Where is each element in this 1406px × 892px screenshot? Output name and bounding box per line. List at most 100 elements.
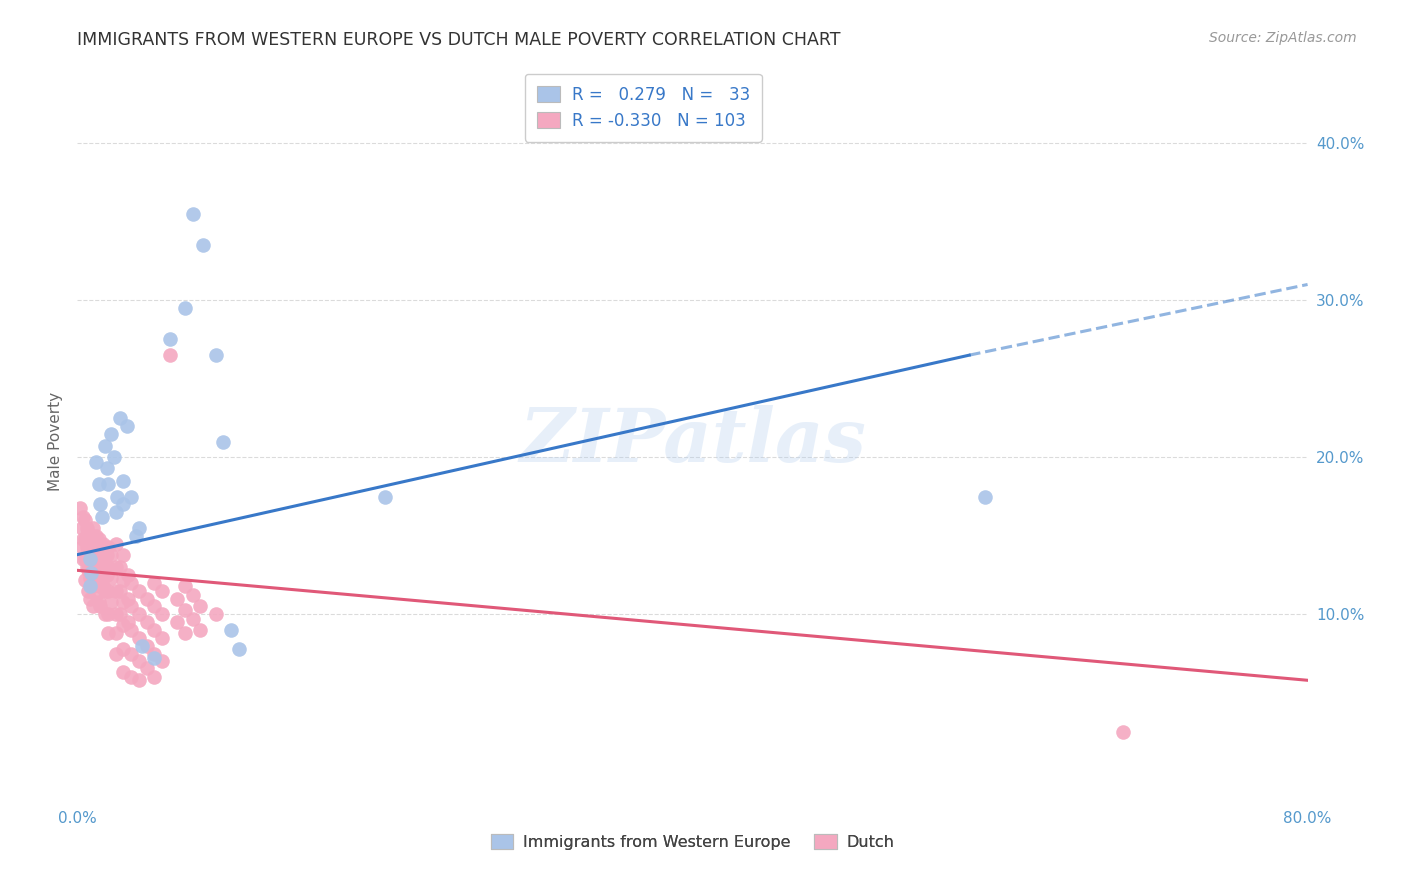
Point	[76, 560, 98, 574]
Point	[228, 641, 250, 656]
Point	[117, 615, 139, 630]
Point	[174, 301, 197, 315]
Point	[374, 490, 396, 504]
Point	[100, 571, 122, 585]
Point	[84, 568, 107, 582]
Point	[143, 599, 166, 614]
Point	[73, 573, 96, 587]
Point	[94, 565, 117, 579]
Point	[93, 579, 115, 593]
Point	[87, 532, 110, 546]
Point	[97, 626, 120, 640]
Point	[79, 550, 101, 565]
Point	[131, 639, 153, 653]
Point	[110, 607, 132, 622]
Point	[89, 540, 111, 554]
Point	[120, 575, 142, 590]
Point	[80, 557, 103, 571]
Point	[112, 497, 135, 511]
Point	[84, 455, 107, 469]
Point	[219, 623, 242, 637]
Point	[104, 505, 127, 519]
Point	[128, 607, 150, 622]
Point	[159, 333, 181, 347]
Point	[90, 563, 114, 577]
Point	[89, 599, 111, 614]
Point	[110, 560, 132, 574]
Point	[96, 568, 118, 582]
Point	[70, 521, 93, 535]
Point	[150, 583, 173, 598]
Point	[84, 589, 107, 603]
Point	[110, 583, 132, 598]
Point	[120, 490, 142, 504]
Point	[174, 602, 197, 616]
Point	[86, 557, 108, 571]
Point	[73, 552, 96, 566]
Point	[120, 647, 142, 661]
Point	[104, 647, 127, 661]
Point	[128, 655, 150, 669]
Point	[84, 529, 107, 543]
Point	[204, 607, 226, 622]
Point	[143, 647, 166, 661]
Point	[94, 544, 117, 558]
Point	[181, 612, 204, 626]
Point	[193, 238, 215, 252]
Point	[174, 579, 197, 593]
Point	[104, 583, 127, 598]
Point	[112, 618, 135, 632]
Point	[79, 532, 101, 546]
Point	[1112, 725, 1135, 739]
Point	[174, 626, 197, 640]
Point	[143, 670, 166, 684]
Point	[69, 500, 91, 515]
Point	[87, 595, 110, 609]
Point	[72, 532, 94, 546]
Legend: Immigrants from Western Europe, Dutch: Immigrants from Western Europe, Dutch	[485, 828, 900, 856]
Point	[159, 348, 181, 362]
Y-axis label: Male Poverty: Male Poverty	[48, 392, 63, 491]
Point	[84, 548, 107, 562]
Point	[100, 426, 122, 441]
Point	[150, 607, 173, 622]
Text: ZIPatlas: ZIPatlas	[519, 405, 866, 478]
Point	[115, 418, 138, 433]
Text: IMMIGRANTS FROM WESTERN EUROPE VS DUTCH MALE POVERTY CORRELATION CHART: IMMIGRANTS FROM WESTERN EUROPE VS DUTCH …	[77, 31, 841, 49]
Point	[89, 560, 111, 574]
Point	[94, 607, 117, 622]
Point	[96, 461, 118, 475]
Point	[112, 573, 135, 587]
Point	[93, 536, 115, 550]
Point	[82, 540, 104, 554]
Point	[94, 583, 117, 598]
Point	[120, 599, 142, 614]
Point	[76, 540, 98, 554]
Point	[82, 521, 104, 535]
Point	[204, 348, 226, 362]
Point	[93, 557, 115, 571]
Point	[181, 207, 204, 221]
Point	[128, 673, 150, 688]
Point	[82, 599, 104, 614]
Point	[82, 560, 104, 574]
Point	[100, 548, 122, 562]
Point	[79, 571, 101, 585]
Point	[135, 591, 157, 606]
Point	[112, 548, 135, 562]
Point	[97, 560, 120, 574]
Point	[128, 583, 150, 598]
Point	[80, 566, 103, 581]
Point	[188, 599, 212, 614]
Point	[143, 651, 166, 665]
Point	[120, 670, 142, 684]
Point	[73, 532, 96, 546]
Point	[128, 631, 150, 645]
Point	[135, 639, 157, 653]
Point	[82, 579, 104, 593]
Point	[72, 552, 94, 566]
Point	[87, 573, 110, 587]
Point	[125, 529, 148, 543]
Point	[104, 626, 127, 640]
Point	[97, 583, 120, 598]
